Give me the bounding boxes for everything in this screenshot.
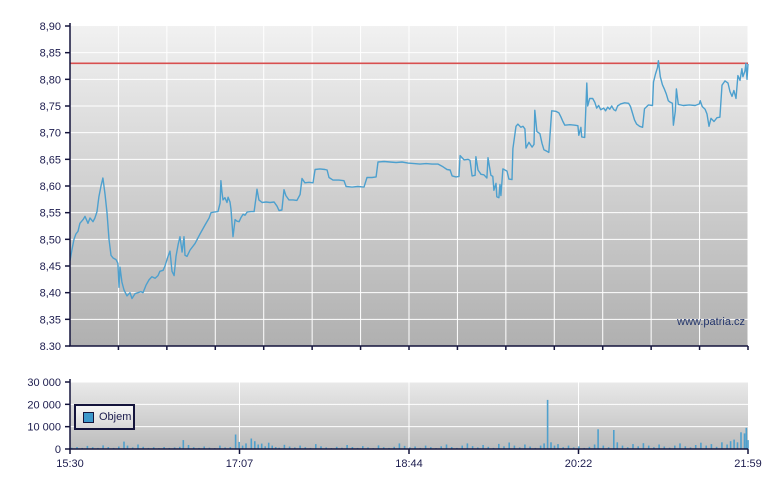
volume-y-tick-label: 10 000 <box>27 422 61 434</box>
volume-y-tick-label: 20 000 <box>27 399 61 411</box>
price-y-tick-label: 8.30 <box>40 341 61 353</box>
price-y-tick-label: 8,50 <box>40 234 61 246</box>
price-y-tick-label: 8,80 <box>40 74 61 86</box>
volume-y-tick-label: 0 <box>55 444 61 456</box>
watermark: www.patria.cz <box>677 316 745 328</box>
axes <box>65 23 749 454</box>
price-y-tick-label: 8,60 <box>40 181 61 193</box>
x-axis-tick-label: 15:30 <box>56 458 84 470</box>
price-y-tick-label: 8,45 <box>40 261 61 273</box>
x-axis-tick-label: 21:59 <box>734 458 762 470</box>
price-y-tick-label: 8,90 <box>40 21 61 33</box>
gridlines <box>70 26 749 449</box>
volume-series-swatch-icon <box>83 411 94 423</box>
volume-legend: Objem <box>74 404 135 430</box>
price-y-tick-label: 8,55 <box>40 208 61 220</box>
price-y-tick-label: 8,75 <box>40 101 61 113</box>
price-y-tick-label: 8,35 <box>40 314 61 326</box>
price-y-tick-label: 8,85 <box>40 48 61 60</box>
x-axis-tick-label: 20:22 <box>565 458 593 470</box>
price-y-tick-label: 8,65 <box>40 154 61 166</box>
axis-labels: 8,90 8,85 8,80 8,75 8,70 8,65 8,60 8,55 8,50 8,45… <box>27 21 761 470</box>
x-axis-tick-label: 18:44 <box>395 458 423 470</box>
volume-legend-label: Objem <box>99 411 132 423</box>
price-y-tick-label: 8,70 <box>40 128 61 140</box>
volume-bars <box>70 399 749 450</box>
price-y-tick-label: 8,40 <box>40 288 61 300</box>
volume-y-tick-label: 30 000 <box>27 377 61 389</box>
price-line <box>69 60 749 300</box>
x-axis-tick-label: 17:07 <box>226 458 254 470</box>
